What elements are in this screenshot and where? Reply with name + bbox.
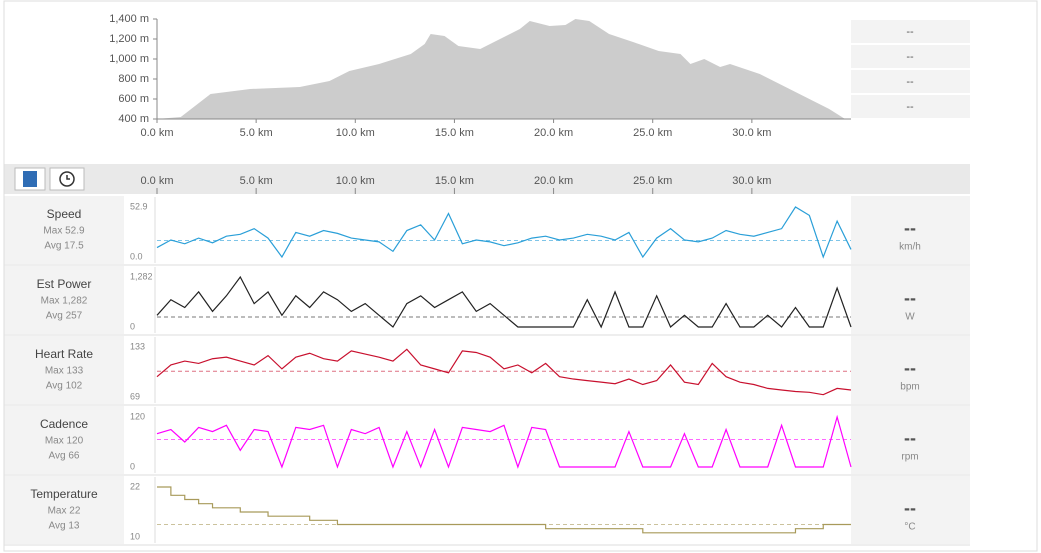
series-line <box>156 348 852 396</box>
y-tick-label: 22 <box>130 481 140 491</box>
y-tick-label: 600 m <box>118 93 149 105</box>
panel-current: -- <box>904 358 916 378</box>
panel-current: -- <box>904 428 916 448</box>
y-tick-label: 52.9 <box>130 201 148 211</box>
panel-max: Max 133 <box>45 366 84 377</box>
panel-avg: Avg 17.5 <box>44 241 84 252</box>
clock-hands <box>66 175 70 180</box>
panel-unit: W <box>905 312 915 323</box>
panel-unit: °C <box>904 522 915 533</box>
timeline-tick-label: 20.0 km <box>534 175 573 187</box>
timeline-tick-label: 15.0 km <box>435 175 474 187</box>
panel-max: Max 120 <box>45 436 84 447</box>
toolbar <box>4 164 970 194</box>
stat-cell <box>851 20 970 43</box>
panel-avg: Avg 13 <box>49 521 80 532</box>
y-tick-label: 400 m <box>118 113 149 125</box>
x-tick-label: 30.0 km <box>732 127 771 139</box>
timeline-tick-label: 0.0 km <box>140 175 173 187</box>
y-tick-label: 1,200 m <box>109 33 149 45</box>
timeline-tick-label: 10.0 km <box>336 175 375 187</box>
panel-value-bg <box>851 196 970 264</box>
panel-name: Temperature <box>30 487 98 501</box>
y-tick-label: 800 m <box>118 73 149 85</box>
stat-value: -- <box>906 76 914 88</box>
panel-label-bg <box>4 266 124 334</box>
stat-value: -- <box>906 51 914 63</box>
stat-value: -- <box>906 101 914 113</box>
x-tick-label: 0.0 km <box>140 127 173 139</box>
panel-unit: km/h <box>899 242 921 253</box>
y-tick-label: 1,400 m <box>109 13 149 25</box>
y-tick-label: 0 <box>130 321 135 331</box>
panel-label-bg <box>4 406 124 474</box>
series-line <box>157 486 851 534</box>
panel-max: Max 1,282 <box>41 296 88 307</box>
x-tick-label: 10.0 km <box>336 127 375 139</box>
panel-max: Max 52.9 <box>43 226 85 237</box>
y-tick-label: 133 <box>130 341 145 351</box>
panel-name: Speed <box>47 207 82 221</box>
panel-value-bg <box>851 476 970 544</box>
panel-value-bg <box>851 406 970 474</box>
x-tick-label: 15.0 km <box>435 127 474 139</box>
panel-label-bg <box>4 196 124 264</box>
panel-name: Cadence <box>40 417 88 431</box>
panel-avg: Avg 257 <box>46 311 83 322</box>
series-line <box>156 206 852 259</box>
panel-avg: Avg 102 <box>46 381 83 392</box>
clock-icon <box>59 171 75 187</box>
panel-max: Max 22 <box>48 506 81 517</box>
y-tick-label: 0.0 <box>130 251 143 261</box>
y-tick-label: 1,282 <box>130 271 153 281</box>
panel-unit: bpm <box>900 382 919 393</box>
x-tick-label: 5.0 km <box>240 127 273 139</box>
panel-current: -- <box>904 288 916 308</box>
panel-label-bg <box>4 336 124 404</box>
timeline-tick-label: 25.0 km <box>633 175 672 187</box>
panel-unit: rpm <box>901 452 918 463</box>
help-icon <box>23 171 37 187</box>
y-tick-label: 69 <box>130 391 140 401</box>
y-tick-label: 1,000 m <box>109 53 149 65</box>
frame <box>3 0 1038 552</box>
stat-cell <box>851 45 970 68</box>
elevation-area <box>157 19 846 119</box>
y-tick-label: 0 <box>130 461 135 471</box>
stat-value: -- <box>906 26 914 38</box>
timeline-tick-label: 30.0 km <box>732 175 771 187</box>
y-tick-label: 120 <box>130 411 145 421</box>
panel-name: Est Power <box>37 277 92 291</box>
panel-current: -- <box>904 218 916 238</box>
panel-label-bg <box>4 476 124 544</box>
panel-value-bg <box>851 336 970 404</box>
stat-cell <box>851 70 970 93</box>
series-line <box>156 275 852 329</box>
panel-avg: Avg 66 <box>49 451 80 462</box>
x-tick-label: 20.0 km <box>534 127 573 139</box>
series-line <box>156 414 852 469</box>
panel-name: Heart Rate <box>35 347 93 361</box>
y-tick-label: 10 <box>130 531 140 541</box>
x-tick-label: 25.0 km <box>633 127 672 139</box>
panel-value-bg <box>851 266 970 334</box>
panel-current: -- <box>904 498 916 518</box>
stat-cell <box>851 95 970 118</box>
timeline-tick-label: 5.0 km <box>240 175 273 187</box>
